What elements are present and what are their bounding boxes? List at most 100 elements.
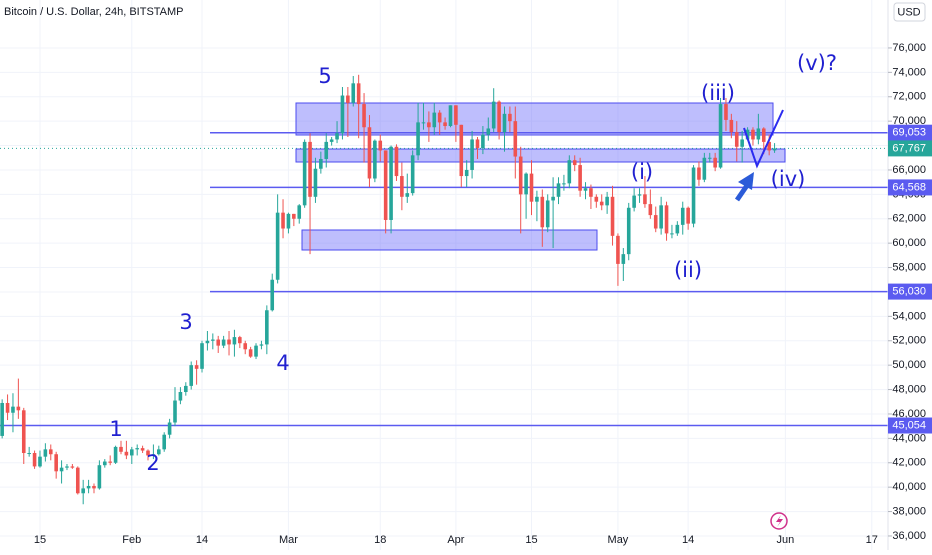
x-tick-label: Apr [447,534,464,546]
candle-body [119,446,123,452]
y-tick-label: 48,000 [892,383,926,395]
candle-body [670,233,674,235]
level-label: 56,030 [892,285,926,297]
candle-body [5,402,10,413]
candle-body [513,121,518,157]
candle-body [599,201,604,206]
candle-body [745,129,750,140]
candle-body [475,139,480,148]
event-icon-bolt [776,515,783,527]
candle-body [421,122,426,124]
candle-body [184,385,188,393]
levels [0,131,888,427]
candle-body [713,157,717,168]
chart-title: Bitcoin / U.S. Dollar, 24h, BITSTAMP [4,6,184,18]
event-icon[interactable] [770,512,788,530]
candle-body [481,134,485,148]
candle-body [157,449,161,455]
candle-body [427,122,431,128]
candle-body [632,195,636,208]
candle-body [626,207,631,255]
last-price-tag [888,140,932,157]
currency-label: USD [897,6,920,18]
candle-body [275,212,280,280]
candle-body [529,173,534,202]
candle-body [11,406,15,413]
candle-body [680,207,685,225]
candle-body [459,124,464,177]
wave-label: 5 [318,64,331,88]
candle-body [691,167,696,224]
candle-body [238,337,242,344]
candle-body [281,212,285,229]
candle-body [508,113,512,122]
y-tick-label: 72,000 [892,91,926,103]
wave-label: (v)? [797,51,837,75]
axes: 36,000 38,000 40,000 42,000 44,000 46,000 48,0… [34,42,932,546]
candle-body [491,101,496,129]
candle-body [497,101,501,133]
candle-body [659,205,663,229]
candle-body [54,454,58,472]
candle-body [21,410,26,454]
candle-body [43,449,48,457]
zone-lower [301,229,598,251]
candle-body [362,104,366,128]
candle-body [594,196,599,202]
candle-body [761,128,766,142]
candle-body [572,160,577,166]
candle-body [367,127,372,179]
candle-body [464,169,469,177]
candle-body [0,402,4,436]
projection-line [743,109,784,169]
candle-body [102,461,107,466]
candle-body [162,434,167,450]
candle-body [351,83,356,103]
level-tag [888,124,932,141]
x-tick-label: Feb [122,534,141,546]
level-label: 45,054 [892,419,926,431]
candle-body [135,448,139,450]
candle-body [643,194,647,205]
candle-body [146,450,150,456]
candle-body [254,345,258,357]
candle-body [443,122,447,127]
candle-body [189,365,194,386]
candle-body [308,141,312,197]
candle-body [340,95,345,134]
candle-body [448,105,453,127]
candle-body [346,95,350,103]
y-tick-label: 36,000 [892,530,926,542]
candle-body [653,215,658,229]
candle-body [81,488,85,494]
candle-body [756,128,761,140]
y-tick-label: 70,000 [892,115,926,127]
candle-body [221,339,226,346]
candle-body [486,128,491,135]
candle-body [92,485,96,489]
candle-body [378,140,383,151]
candle-body [400,176,404,197]
candle-body [540,196,545,228]
y-tick-label: 52,000 [892,335,926,347]
candle-body [578,165,582,191]
candle-body [27,453,31,455]
candle-body [297,205,302,219]
candle-body [416,122,420,156]
wave-label: 1 [109,417,122,441]
candle-body [97,465,102,489]
candle-body [286,213,291,229]
y-tick-label: 38,000 [892,505,926,517]
candle-body [329,139,334,142]
y-tick-label: 46,000 [892,408,926,420]
candle-body [356,83,361,105]
candle-body [292,213,296,219]
candle-body [562,183,566,185]
candle-body [65,466,69,468]
currency-box[interactable] [893,2,926,22]
y-tick-label: 74,000 [892,66,926,78]
candle-body [194,365,199,369]
candle-body [205,340,210,344]
candle-body [707,157,712,159]
candle-body [637,194,642,196]
